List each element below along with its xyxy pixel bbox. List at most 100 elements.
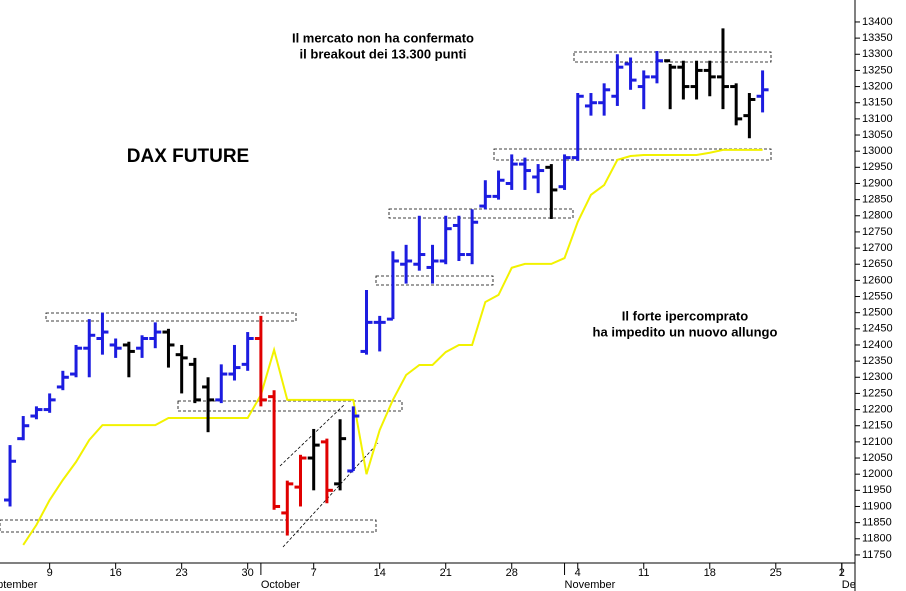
- ohlc-bar: [624, 57, 637, 90]
- ohlc-bar: [545, 164, 558, 219]
- ohlc-bar: [83, 319, 96, 378]
- ohlc-bar: [43, 393, 56, 413]
- y-tick-label: 12750: [862, 226, 893, 238]
- x-tick-label: 21: [440, 567, 452, 579]
- ohlc-bar: [690, 60, 703, 100]
- ohlc-bar: [730, 83, 743, 126]
- y-tick-label: 12950: [862, 161, 893, 173]
- ohlc-bar: [413, 215, 426, 271]
- ohlc-bar: [70, 344, 83, 378]
- y-tick-label: 12200: [862, 403, 893, 415]
- ohlc-bar: [664, 59, 677, 110]
- y-tick-label: 12700: [862, 242, 893, 254]
- ohlc-bar: [347, 406, 360, 473]
- resistance-box: [573, 51, 772, 63]
- y-tick-label: 12100: [862, 436, 893, 448]
- x-tick-label: 4: [575, 567, 581, 579]
- support-box: [0, 519, 377, 533]
- y-tick-label: 12450: [862, 323, 893, 335]
- y-tick-label: 13050: [862, 129, 893, 141]
- level-boxes: [0, 51, 772, 548]
- ohlc-bar: [241, 332, 254, 371]
- x-tick-label: 18: [704, 567, 716, 579]
- ohlc-bar: [492, 170, 505, 200]
- ohlc-bar: [426, 244, 439, 284]
- y-tick-label: 13150: [862, 97, 893, 109]
- x-tick-label: 23: [176, 567, 188, 579]
- x-tick-label: 11: [638, 567, 649, 579]
- support-box: [375, 275, 494, 286]
- month-label: September: [0, 579, 38, 591]
- ohlc-bar: [571, 93, 584, 161]
- annotation: Il forte ipercomprato: [622, 308, 748, 323]
- y-tick-label: 13200: [862, 80, 893, 92]
- ohlc-bar: [452, 215, 465, 261]
- y-tick-label: 12000: [862, 468, 893, 480]
- x-tick-label: 7: [311, 567, 317, 579]
- ohlc-bar: [558, 154, 571, 190]
- ohlc-bar: [703, 60, 716, 97]
- y-tick-label: 12850: [862, 194, 893, 206]
- ohlc-bar: [96, 312, 109, 355]
- x-tick-label: 25: [770, 567, 782, 579]
- y-tick-label: 13100: [862, 113, 893, 125]
- y-tick-label: 13250: [862, 64, 893, 76]
- annotation: ha impedito un nuovo allungo: [593, 324, 778, 339]
- y-tick-label: 13350: [862, 32, 893, 44]
- ohlc-bar: [584, 93, 597, 116]
- line-series: [22, 148, 763, 546]
- ohlc-bar: [716, 28, 729, 110]
- y-tick-label: 11900: [862, 500, 892, 512]
- ohlc-bar: [162, 328, 175, 368]
- ohlc-bar: [518, 157, 531, 190]
- month-labels: September October November December: [0, 563, 855, 591]
- y-tick-label: 11950: [862, 484, 892, 496]
- ohlc-bar: [637, 70, 650, 110]
- y-tick-label: 12800: [862, 210, 893, 222]
- y-tick-label: 12050: [862, 452, 893, 464]
- ohlc-bar: [505, 154, 518, 190]
- ohlc-bar: [479, 180, 492, 210]
- y-tick-label: 12900: [862, 177, 893, 189]
- ohlc-bar: [320, 438, 333, 504]
- ohlc-bar: [598, 83, 611, 116]
- ohlc-bar: [254, 315, 267, 407]
- ohlc-bar: [611, 54, 624, 106]
- ohlc-bar: [215, 364, 228, 404]
- ohlc-bar: [334, 419, 347, 491]
- y-tick-label: 12650: [862, 258, 893, 270]
- ohlc-bar: [532, 164, 545, 194]
- channel-line: [282, 442, 379, 548]
- y-tick-label: 11850: [862, 517, 892, 529]
- x-tick-label: 16: [110, 567, 122, 579]
- y-tick-label: 12150: [862, 420, 893, 432]
- y-tick-label: 11800: [862, 533, 892, 545]
- support-box: [388, 208, 574, 219]
- y-tick-label: 11750: [862, 549, 892, 561]
- y-tick-label: 13400: [862, 16, 893, 28]
- ohlc-bar: [56, 370, 69, 391]
- ohlc-bar: [466, 209, 479, 265]
- annotation: il breakout dei 13.300 punti: [300, 46, 467, 61]
- x-tick-label: 14: [374, 567, 386, 579]
- ohlc-bar: [30, 406, 43, 420]
- y-tick-label: 12600: [862, 274, 893, 286]
- ohlc-bar: [188, 357, 201, 404]
- ohlc-bar: [756, 70, 769, 113]
- ohlc-bar: [4, 445, 17, 507]
- ohlc-bar: [743, 93, 756, 139]
- x-tick-label: 28: [506, 567, 518, 579]
- y-tick-label: 12550: [862, 290, 893, 302]
- y-tick-label: 13000: [862, 145, 893, 157]
- chart-title: DAX FUTURE: [127, 146, 249, 167]
- annotation: Il mercato non ha confermato: [292, 30, 474, 45]
- resistance-box: [45, 312, 297, 322]
- support-box: [493, 148, 772, 161]
- y-tick-label: 12400: [862, 339, 893, 351]
- y-tick-label: 12500: [862, 307, 893, 319]
- ohlc-bar: [294, 454, 307, 507]
- ohlc-bar: [228, 344, 241, 381]
- month-label: November: [565, 579, 616, 591]
